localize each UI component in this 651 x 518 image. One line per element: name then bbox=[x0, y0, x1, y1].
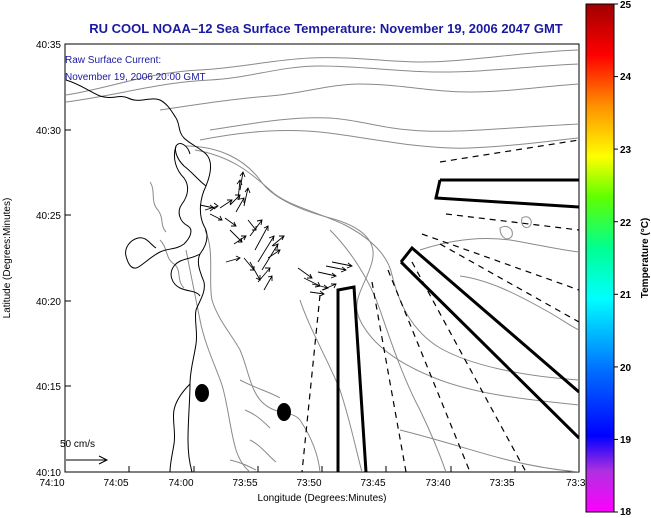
x-tick-label: 74:05 bbox=[103, 478, 128, 489]
x-axis-label: Longitude (Degrees:Minutes) bbox=[258, 493, 387, 504]
dashed-lines bbox=[301, 139, 579, 472]
y-tick-label: 40:25 bbox=[36, 211, 61, 222]
colorbar-gradient bbox=[585, 3, 615, 513]
y-axis-label: Latitude (Degrees:Minutes) bbox=[2, 198, 13, 319]
y-tick-label: 40:20 bbox=[36, 297, 61, 308]
channel-outlines bbox=[336, 178, 579, 472]
x-tick-label: 73:50 bbox=[296, 478, 321, 489]
colorbar-tick-label: 18 bbox=[620, 507, 632, 518]
colorbar-tick-label: 24 bbox=[620, 72, 632, 83]
y-tick-label: 40:15 bbox=[36, 382, 61, 393]
inset-line-1: Raw Surface Current: bbox=[65, 55, 161, 66]
bathymetry-contours bbox=[65, 49, 579, 472]
colorbar-tick-label: 20 bbox=[620, 363, 632, 374]
marker-dot bbox=[277, 403, 291, 421]
scale-arrow bbox=[66, 455, 109, 465]
x-tick-label: 73:45 bbox=[360, 478, 385, 489]
y-tick-label: 40:30 bbox=[36, 126, 61, 137]
colorbar-tick-label: 25 bbox=[620, 0, 632, 11]
map-title: RU COOL NOAA–12 Sea Surface Temperature:… bbox=[89, 21, 563, 36]
coastline bbox=[65, 79, 212, 472]
inset-line-2: November 19, 2006 20:00 GMT bbox=[65, 72, 206, 83]
x-tick-label: 74:10 bbox=[39, 478, 64, 489]
y-tick-label: 40:35 bbox=[36, 40, 61, 51]
colorbar-tick-label: 23 bbox=[620, 145, 632, 156]
colorbar-label: Temperature (°C) bbox=[640, 218, 651, 299]
y-tick-label: 40:10 bbox=[36, 468, 61, 479]
scale-label: 50 cm/s bbox=[60, 439, 95, 450]
marker-dot bbox=[195, 384, 209, 402]
colorbar-tick-label: 21 bbox=[620, 290, 632, 301]
x-tick-label: 73:35 bbox=[489, 478, 514, 489]
x-tick-label: 74:00 bbox=[168, 478, 193, 489]
colorbar-tick-label: 19 bbox=[620, 435, 632, 446]
x-tick-label: 73:55 bbox=[232, 478, 257, 489]
colorbar-tick-label: 22 bbox=[620, 218, 632, 229]
plot-frame bbox=[64, 43, 580, 473]
map-content bbox=[65, 49, 579, 472]
x-axis: 74:10 74:05 74:00 73:55 73:50 73:45 73:4… bbox=[39, 466, 586, 504]
y-axis: 40:35 40:30 40:25 40:20 40:15 40:10 Lati… bbox=[2, 40, 71, 479]
colorbar: 25 24 23 22 21 20 19 18 Temperature (°C) bbox=[585, 0, 651, 518]
x-tick-label: 73:3 bbox=[566, 478, 586, 489]
current-vectors bbox=[199, 171, 353, 297]
x-tick-label: 73:40 bbox=[425, 478, 450, 489]
